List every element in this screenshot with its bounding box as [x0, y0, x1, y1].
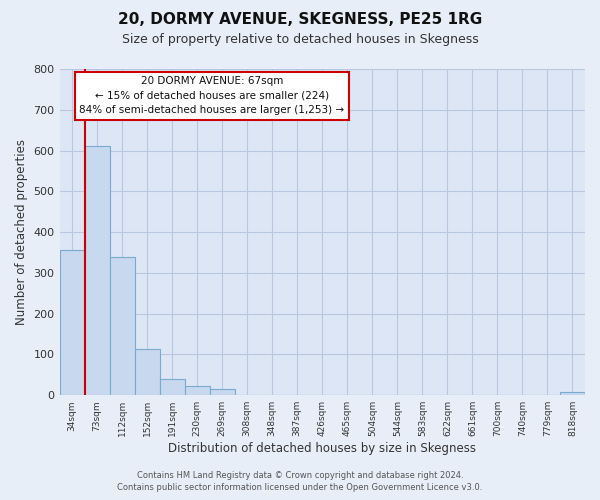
Y-axis label: Number of detached properties: Number of detached properties [15, 139, 28, 325]
Text: Contains HM Land Registry data © Crown copyright and database right 2024.
Contai: Contains HM Land Registry data © Crown c… [118, 471, 482, 492]
FancyBboxPatch shape [76, 72, 349, 120]
Bar [59, 250, 85, 395]
Bar [209, 390, 235, 395]
Bar [110, 256, 134, 395]
Bar [185, 386, 209, 395]
Text: Size of property relative to detached houses in Skegness: Size of property relative to detached ho… [122, 32, 478, 46]
Bar [134, 349, 160, 395]
Bar [560, 392, 585, 395]
Text: 20 DORMY AVENUE: 67sqm
← 15% of detached houses are smaller (224)
84% of semi-de: 20 DORMY AVENUE: 67sqm ← 15% of detached… [79, 76, 344, 115]
Text: 20, DORMY AVENUE, SKEGNESS, PE25 1RG: 20, DORMY AVENUE, SKEGNESS, PE25 1RG [118, 12, 482, 28]
X-axis label: Distribution of detached houses by size in Skegness: Distribution of detached houses by size … [168, 442, 476, 455]
Bar [85, 146, 110, 395]
Bar [160, 379, 185, 395]
